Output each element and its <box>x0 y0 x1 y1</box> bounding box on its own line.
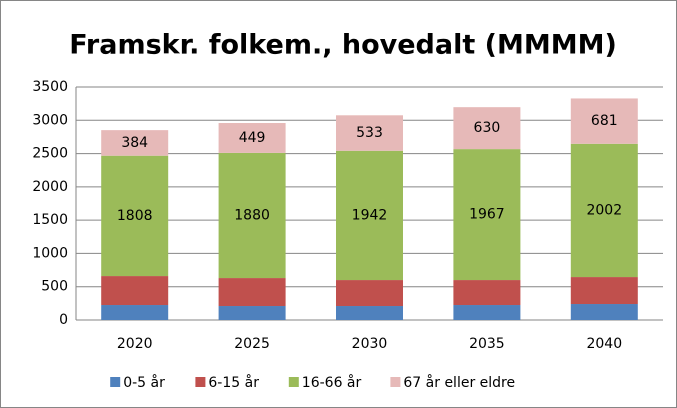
bar-segment <box>453 149 521 281</box>
data-label: 1967 <box>469 207 505 223</box>
data-label: 449 <box>239 130 266 146</box>
bar-segment <box>101 155 169 277</box>
legend-label: 67 år eller eldre <box>403 374 515 391</box>
legend-swatch <box>195 377 206 387</box>
y-tick-label: 500 <box>41 279 68 295</box>
bar-segment <box>336 280 403 307</box>
data-label: 1942 <box>352 207 388 223</box>
x-tick-label: 2020 <box>117 336 153 352</box>
bar-segment <box>101 276 169 306</box>
x-tick-label: 2030 <box>352 336 388 352</box>
bar-segment <box>218 152 286 279</box>
bar-segment <box>218 123 286 153</box>
bar-segment <box>453 305 521 320</box>
bar-segment <box>570 304 638 320</box>
bar-segment <box>336 115 403 151</box>
x-tick-label: 2035 <box>469 336 505 352</box>
y-tick-label: 2000 <box>32 179 68 195</box>
bar-segment <box>453 107 521 150</box>
data-label: 533 <box>356 125 383 141</box>
bar-segment <box>453 280 521 306</box>
bar-segment <box>570 277 638 305</box>
bar-segment <box>218 278 286 307</box>
legend-label: 16-66 år <box>302 374 362 391</box>
y-tick-label: 2500 <box>32 146 68 162</box>
legend-swatch <box>110 377 121 387</box>
y-tick-label: 1000 <box>32 245 68 261</box>
bar-segment <box>218 306 286 320</box>
y-tick-label: 0 <box>59 312 68 328</box>
legend-label: 0-5 år <box>123 374 165 391</box>
chart-title: Framskr. folkem., hovedalt (MMMM) <box>69 30 617 61</box>
bar-segment <box>101 130 169 156</box>
bar-segment <box>336 150 403 281</box>
data-label: 1880 <box>234 207 270 223</box>
y-tick-label: 3000 <box>32 112 68 128</box>
legend-swatch <box>288 377 299 387</box>
legend-label: 6-15 år <box>208 374 259 391</box>
data-label: 1808 <box>117 208 153 224</box>
bar-segment <box>101 305 169 320</box>
data-label: 630 <box>474 120 501 136</box>
x-tick-label: 2040 <box>586 336 622 352</box>
data-label: 2002 <box>586 202 622 218</box>
y-tick-label: 3500 <box>32 79 68 95</box>
bar-segment <box>570 98 638 144</box>
data-label: 681 <box>591 113 618 129</box>
bar-segment <box>570 143 638 278</box>
data-label: 384 <box>121 135 148 151</box>
x-tick-label: 2025 <box>234 336 270 352</box>
bar-segment <box>336 306 403 320</box>
y-tick-label: 1500 <box>32 212 68 228</box>
legend-swatch <box>390 377 401 387</box>
